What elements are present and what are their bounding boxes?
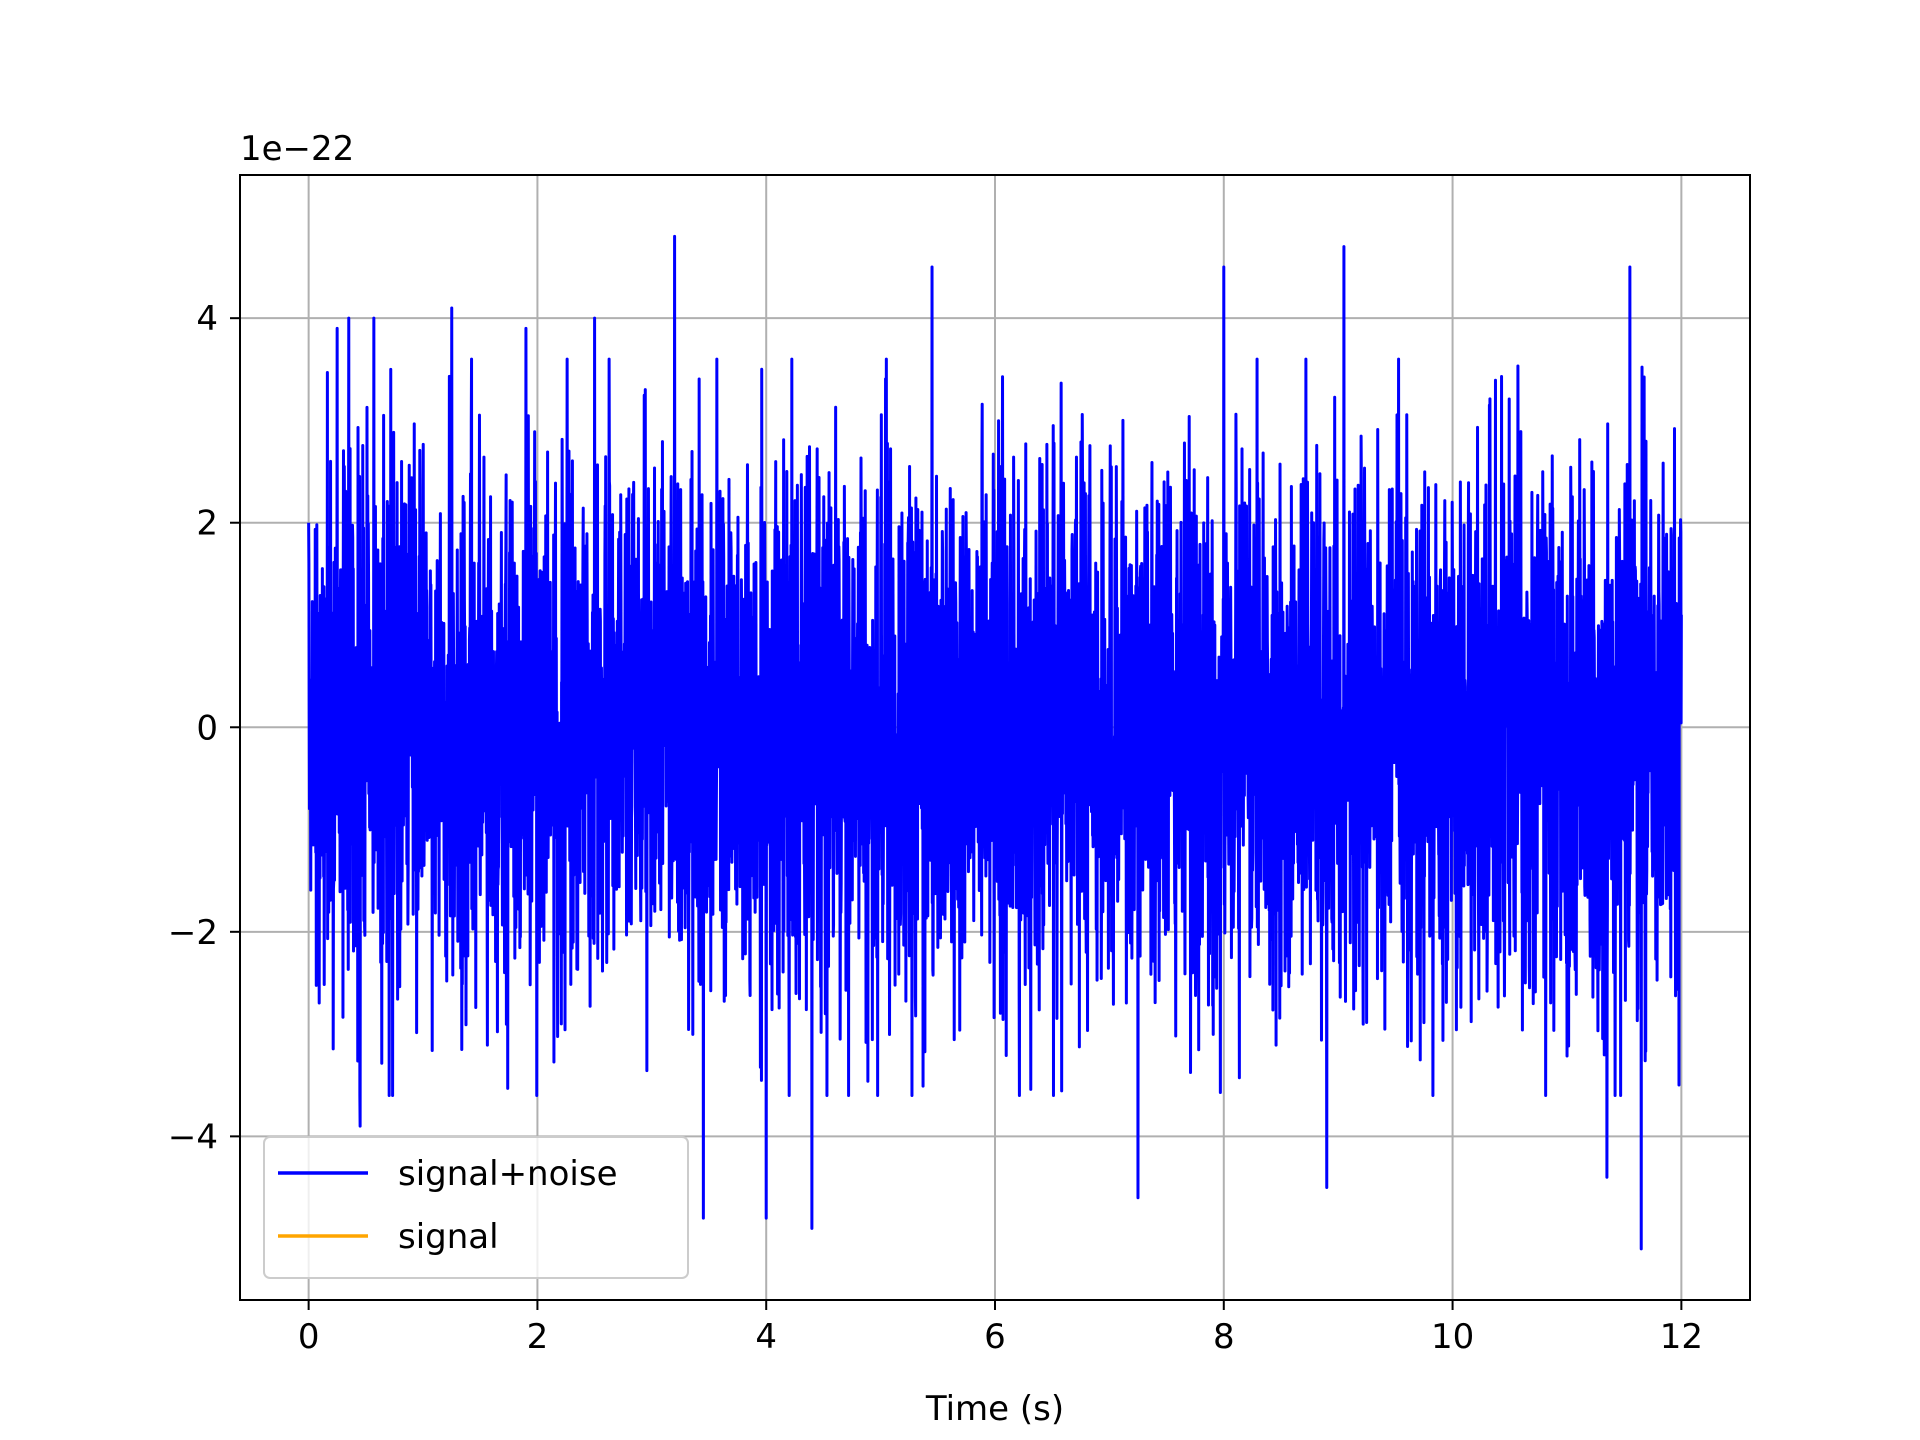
x-axis-label: Time (s) [925,1389,1064,1429]
x-tick-label: 2 [527,1317,549,1357]
plot-area [307,234,1683,1251]
y-offset-label: 1e−22 [240,129,354,169]
x-tick-label: 10 [1431,1317,1474,1357]
legend-label-signal: signal [398,1217,499,1257]
y-tick-label: −4 [168,1117,218,1157]
y-tick-label: 0 [196,708,218,748]
legend-label-signal-noise: signal+noise [398,1154,618,1194]
legend: signal+noise signal [263,1136,689,1279]
y-tick-label: 2 [196,504,218,544]
x-tick-label: 6 [984,1317,1006,1357]
y-tick-label: −2 [168,913,218,953]
y-tick-label: 4 [196,299,218,339]
x-tick-label: 4 [755,1317,777,1357]
x-tick-label: 8 [1213,1317,1235,1357]
x-tick-label: 12 [1660,1317,1703,1357]
legend-box [263,1136,689,1279]
x-tick-label: 0 [298,1317,320,1357]
series-signal-noise-line [307,234,1683,1251]
axis-ticks: 0 2 4 6 8 10 12 −4 −2 0 2 4 [168,299,1703,1357]
